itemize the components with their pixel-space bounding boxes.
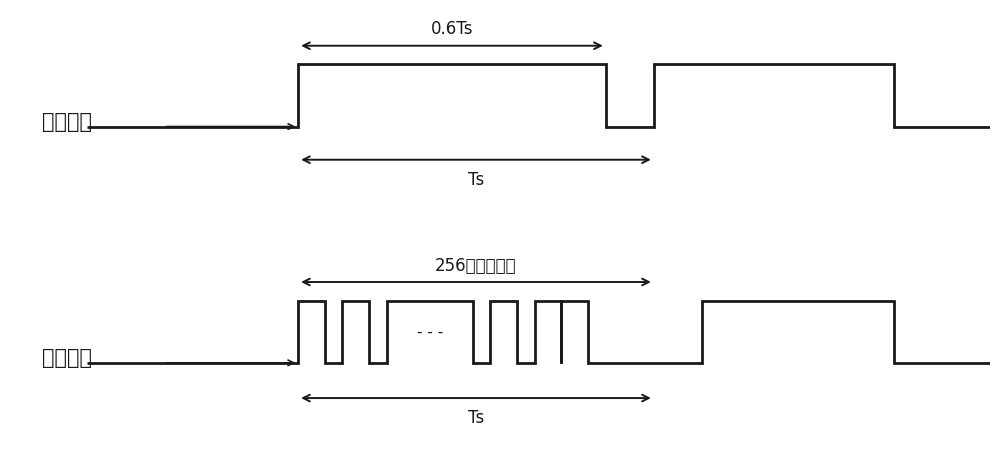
Text: Ts: Ts bbox=[468, 170, 484, 189]
Text: 256个灰阶时钟: 256个灰阶时钟 bbox=[435, 256, 517, 274]
Text: 0.6Ts: 0.6Ts bbox=[431, 20, 473, 38]
Text: 灰阶级数: 灰阶级数 bbox=[42, 347, 92, 367]
Text: - - -: - - - bbox=[417, 325, 443, 340]
Text: 显示周期: 显示周期 bbox=[42, 112, 92, 132]
Text: Ts: Ts bbox=[468, 409, 484, 427]
